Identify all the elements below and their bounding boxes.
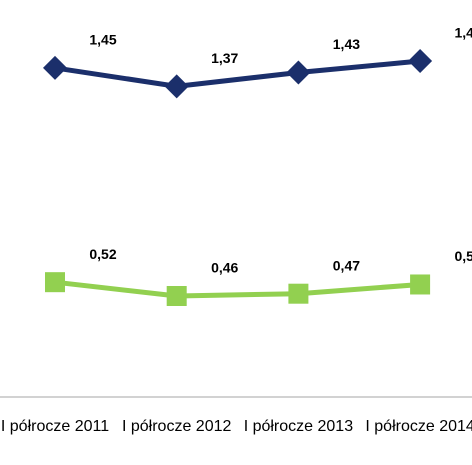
marker — [164, 74, 189, 99]
series-line — [54, 279, 421, 299]
marker — [43, 55, 67, 80]
data-label: 0,46 — [211, 260, 238, 276]
marker — [45, 272, 65, 293]
marker — [286, 60, 311, 85]
x-tick-label: I półrocze 2014 — [365, 418, 472, 435]
data-label: 1,43 — [333, 36, 360, 52]
data-label: 1,48 — [454, 25, 472, 41]
x-tick-label: I półrocze 2011 — [0, 418, 110, 435]
series-line — [54, 58, 421, 89]
data-label: 1,37 — [211, 50, 238, 66]
marker — [410, 274, 431, 295]
marker — [408, 49, 433, 73]
marker — [288, 283, 309, 304]
data-label: 1,45 — [89, 32, 116, 48]
data-label: 0,52 — [89, 246, 116, 262]
x-tick-label: I półrocze 2013 — [243, 418, 354, 435]
marker — [166, 286, 187, 306]
x-tick-label: I półrocze 2012 — [121, 418, 232, 435]
data-label: 0,47 — [333, 257, 360, 273]
data-label: 0,51 — [454, 248, 472, 264]
